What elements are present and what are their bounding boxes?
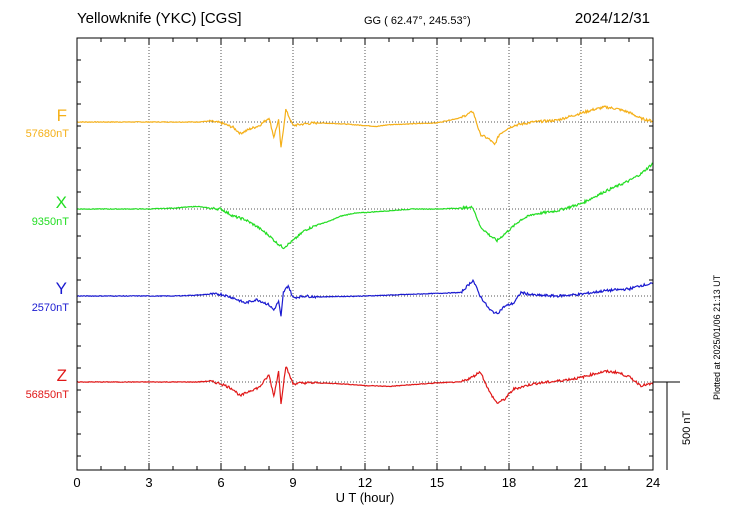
series-label-x: X: [55, 193, 67, 212]
series-label-z: Z: [56, 366, 67, 385]
series-layer: [76, 105, 654, 405]
series-baseline-f: 57680nT: [25, 128, 69, 140]
x-tick-label: 21: [574, 475, 588, 490]
x-axis-label: U T (hour): [336, 490, 395, 505]
series-line-f: [77, 105, 654, 148]
grid-layer: [77, 38, 653, 470]
series-baseline-x: 9350nT: [31, 216, 69, 228]
series-label-f: F: [56, 106, 67, 125]
x-tick-label: 12: [358, 475, 372, 490]
plot-date: 2024/12/31: [574, 10, 650, 27]
station-title: Yellowknife (YKC) [CGS]: [77, 10, 242, 27]
x-tick-label: 18: [502, 475, 516, 490]
series-baseline-y: 2570nT: [31, 302, 69, 314]
series-label-y: Y: [55, 279, 67, 298]
x-tick-label: 9: [289, 475, 296, 490]
series-baseline-z: 56850nT: [25, 389, 69, 401]
x-tick-label: 3: [145, 475, 152, 490]
series-line-y: [76, 278, 654, 317]
plot-frame: [76, 37, 654, 471]
x-tick-label: 0: [73, 475, 80, 490]
scale-bar-label: 500 nT: [681, 410, 693, 445]
x-tick-label: 6: [217, 475, 224, 490]
plotted-timestamp: Plotted at 2025/01/06 21:13 UT: [712, 274, 722, 400]
x-tick-label: 24: [646, 475, 660, 490]
geographic-coordinates: GG ( 62.47°, 245.53°): [364, 15, 471, 27]
series-line-x: [76, 162, 654, 250]
series-line-z: [77, 366, 654, 405]
x-tick-label: 15: [430, 475, 444, 490]
tick-layer: 0 3 6 9 12 15 18 21 24: [73, 38, 660, 490]
